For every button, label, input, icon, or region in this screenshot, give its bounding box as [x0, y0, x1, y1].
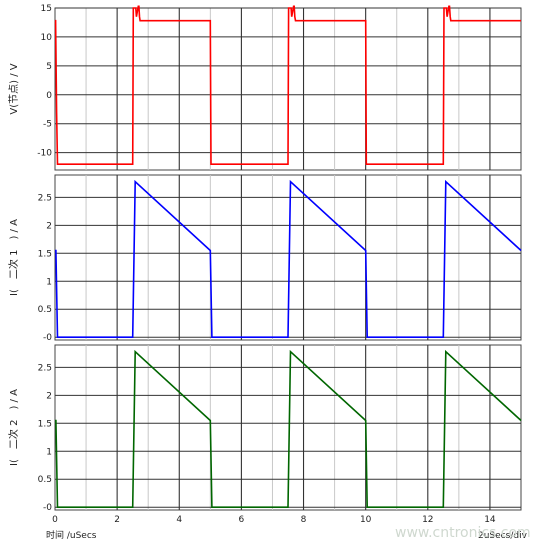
y-tick-label: 15 — [41, 4, 52, 14]
x-tick-label: 8 — [301, 515, 307, 525]
series-line-1 — [55, 349, 522, 509]
y-tick-label: 2.5 — [38, 193, 52, 203]
panel-3: -0 0.5 1 1.5 2 2.5 I( 二次 2 ) / A — [7, 344, 522, 513]
y-tick-label: 1.5 — [38, 419, 52, 429]
x-tick-label: 14 — [484, 515, 496, 525]
y-tick-label: 2 — [46, 391, 52, 401]
y-tick-label: -5 — [43, 120, 52, 130]
y-axis-label: V(节点) / V — [8, 63, 20, 114]
x-tick-label: 12 — [422, 515, 433, 525]
series-line-1 — [54, 5, 521, 165]
y-tick-label: 1 — [46, 277, 52, 287]
scale-label: 2uSecs/div — [478, 531, 528, 541]
x-tick-label: 4 — [176, 515, 182, 525]
x-tick-label: 6 — [239, 515, 245, 525]
x-tick-label: 0 — [52, 515, 58, 525]
x-axis-label: 时间 /uSecs — [46, 529, 97, 541]
y-tick-label: 0 — [46, 91, 52, 101]
y-tick-label: 1.5 — [38, 249, 52, 259]
y-axis-label: I( 二次 1 ) / A — [7, 219, 20, 296]
panel-2: -0 0.5 1 1.5 2 2.5 I( 二次 1 ) / A — [7, 174, 522, 343]
plot-frame — [54, 174, 522, 341]
y-tick-label: 10 — [41, 33, 53, 43]
y-tick-label: 2 — [46, 221, 52, 231]
y-tick-label: -0 — [43, 503, 52, 513]
watermark: www.cntronics.com — [395, 525, 531, 541]
y-tick-label: -10 — [37, 149, 52, 159]
panel-1: -10 -5 0 5 10 15 V(节点) / V — [8, 4, 522, 171]
series-line-1 — [55, 179, 522, 339]
y-tick-label: 5 — [46, 62, 52, 72]
y-axis-label: I( 二次 2 ) / A — [7, 389, 20, 466]
y-tick-label: 2.5 — [38, 363, 52, 373]
y-tick-label: 0.5 — [38, 305, 52, 315]
y-tick-label: 1 — [46, 447, 52, 457]
plot-frame — [54, 344, 522, 511]
x-tick-label: 2 — [114, 515, 120, 525]
x-tick-label: 10 — [360, 515, 372, 525]
y-tick-label: 0.5 — [38, 475, 52, 485]
y-tick-label: -0 — [43, 333, 52, 343]
